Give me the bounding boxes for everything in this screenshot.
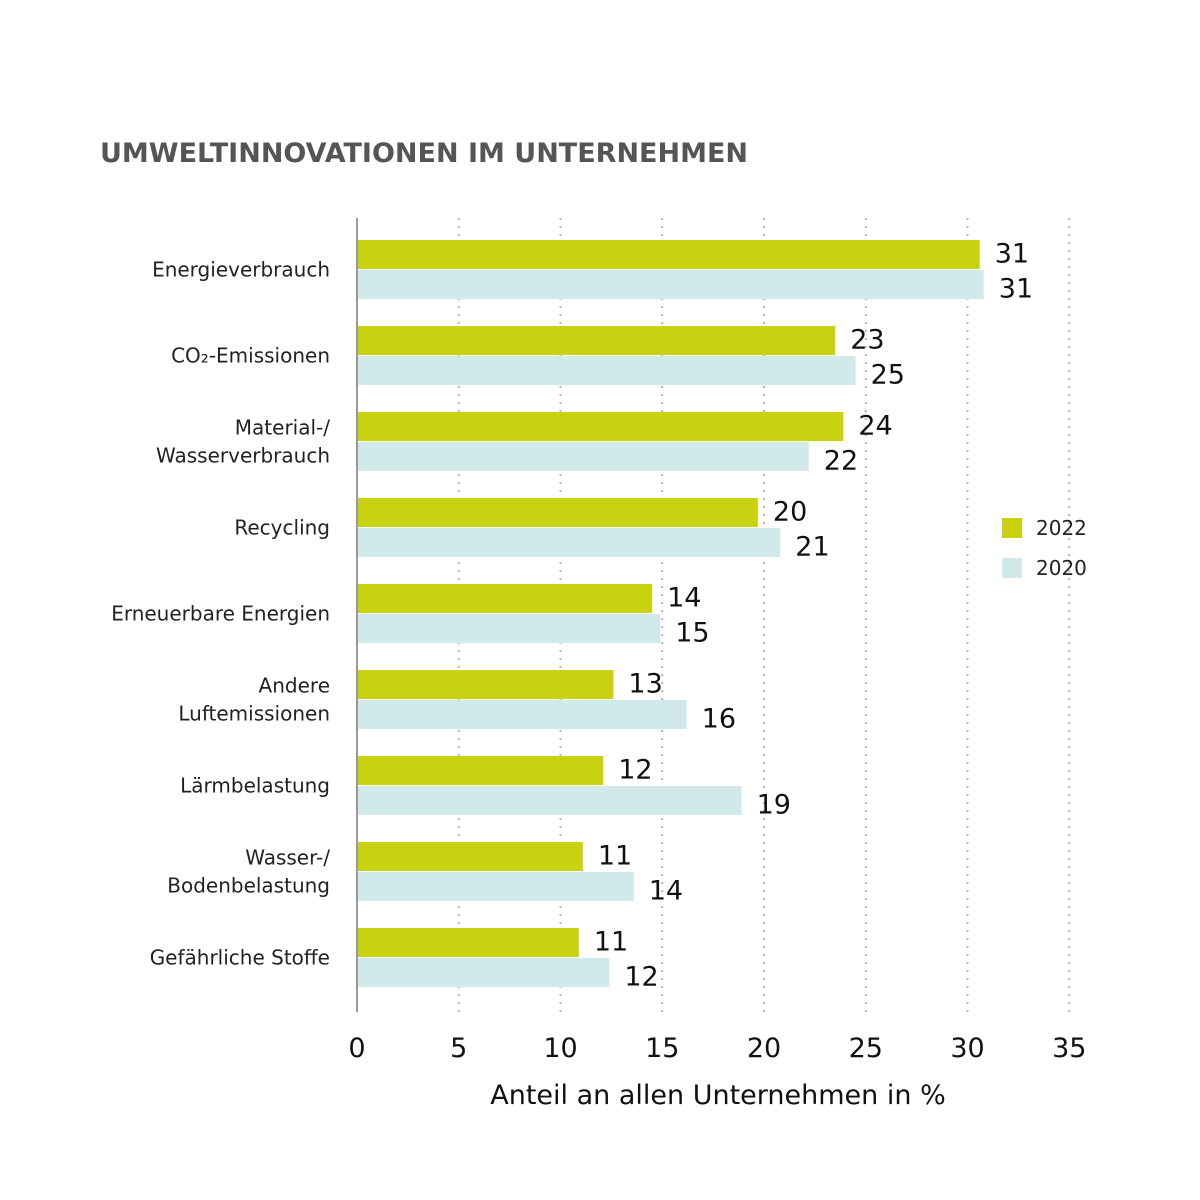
data-label-2022-3: 20 — [773, 497, 807, 528]
bar-2020-7 — [358, 872, 634, 901]
category-labels: Energieverbrauch CO₂-Emissionen Material-/… — [111, 258, 330, 970]
x-tick-label: 5 — [450, 1033, 467, 1064]
chart-title: UMWELTINNOVATIONEN IM UNTERNEHMEN — [100, 138, 748, 169]
legend-label-2020: 2020 — [1036, 556, 1087, 580]
x-tick-label: 10 — [543, 1033, 577, 1064]
category-label: Luftemissionen — [178, 702, 330, 726]
legend: 2022 2020 — [1002, 516, 1087, 580]
data-label-2020-1: 25 — [871, 360, 905, 391]
legend-label-2022: 2022 — [1036, 516, 1087, 540]
data-label-2022-0: 31 — [995, 239, 1029, 270]
bar-2020-0 — [358, 270, 984, 299]
x-tick-label: 35 — [1052, 1033, 1086, 1064]
bar-2020-2 — [358, 442, 809, 471]
data-label-2020-4: 15 — [675, 618, 709, 649]
bar-2020-1 — [358, 356, 856, 385]
bar-2022-0 — [358, 240, 980, 269]
x-tick-labels: 0 5 10 15 20 25 30 35 — [348, 1033, 1086, 1064]
x-axis-label: Anteil an allen Unternehmen in % — [490, 1080, 945, 1111]
category-label: Energieverbrauch — [152, 258, 330, 282]
bar-2020-4 — [358, 614, 661, 643]
category-label: Gefährliche Stoffe — [150, 946, 330, 970]
data-label-2020-3: 21 — [795, 532, 829, 563]
data-label-2022-1: 23 — [850, 325, 884, 356]
bar-2022-1 — [358, 326, 836, 355]
x-tick-label: 0 — [348, 1033, 365, 1064]
data-label-2020-6: 19 — [757, 790, 791, 821]
category-label: Wasser-/ — [245, 846, 330, 870]
bar-2022-6 — [358, 756, 604, 785]
x-tick-label: 20 — [747, 1033, 781, 1064]
bar-2022-8 — [358, 928, 579, 957]
category-label: Lärmbelastung — [180, 774, 330, 798]
bar-2020-3 — [358, 528, 781, 557]
data-label-2020-8: 12 — [624, 962, 658, 993]
data-label-2022-6: 12 — [618, 755, 652, 786]
bar-2022-4 — [358, 584, 653, 613]
category-label: Wasserverbrauch — [156, 444, 330, 468]
data-label-2022-5: 13 — [628, 669, 662, 700]
data-label-2022-7: 11 — [598, 841, 632, 872]
bar-2020-6 — [358, 786, 742, 815]
category-label: Erneuerbare Energien — [111, 602, 330, 626]
legend-swatch-2020 — [1002, 558, 1022, 578]
legend-swatch-2022 — [1002, 518, 1022, 538]
x-tick-label: 30 — [950, 1033, 984, 1064]
x-tick-label: 15 — [645, 1033, 679, 1064]
bar-2022-2 — [358, 412, 844, 441]
bar-2020-8 — [358, 958, 610, 987]
data-label-2020-7: 14 — [649, 876, 683, 907]
bar-2020-5 — [358, 700, 687, 729]
category-label: Andere — [259, 674, 330, 698]
bar-2022-3 — [358, 498, 758, 527]
bar-2022-5 — [358, 670, 614, 699]
category-label: Recycling — [234, 516, 330, 540]
data-label-2022-2: 24 — [858, 411, 892, 442]
x-tick-label: 25 — [849, 1033, 883, 1064]
category-label: Material-/ — [235, 416, 330, 440]
category-label: Bodenbelastung — [167, 874, 330, 898]
data-label-2022-8: 11 — [594, 927, 628, 958]
data-label-2022-4: 14 — [667, 583, 701, 614]
data-label-2020-5: 16 — [702, 704, 736, 735]
bar-2022-7 — [358, 842, 583, 871]
data-label-2020-0: 31 — [999, 274, 1033, 305]
data-label-2020-2: 22 — [824, 446, 858, 477]
category-label: CO₂-Emissionen — [171, 344, 330, 368]
